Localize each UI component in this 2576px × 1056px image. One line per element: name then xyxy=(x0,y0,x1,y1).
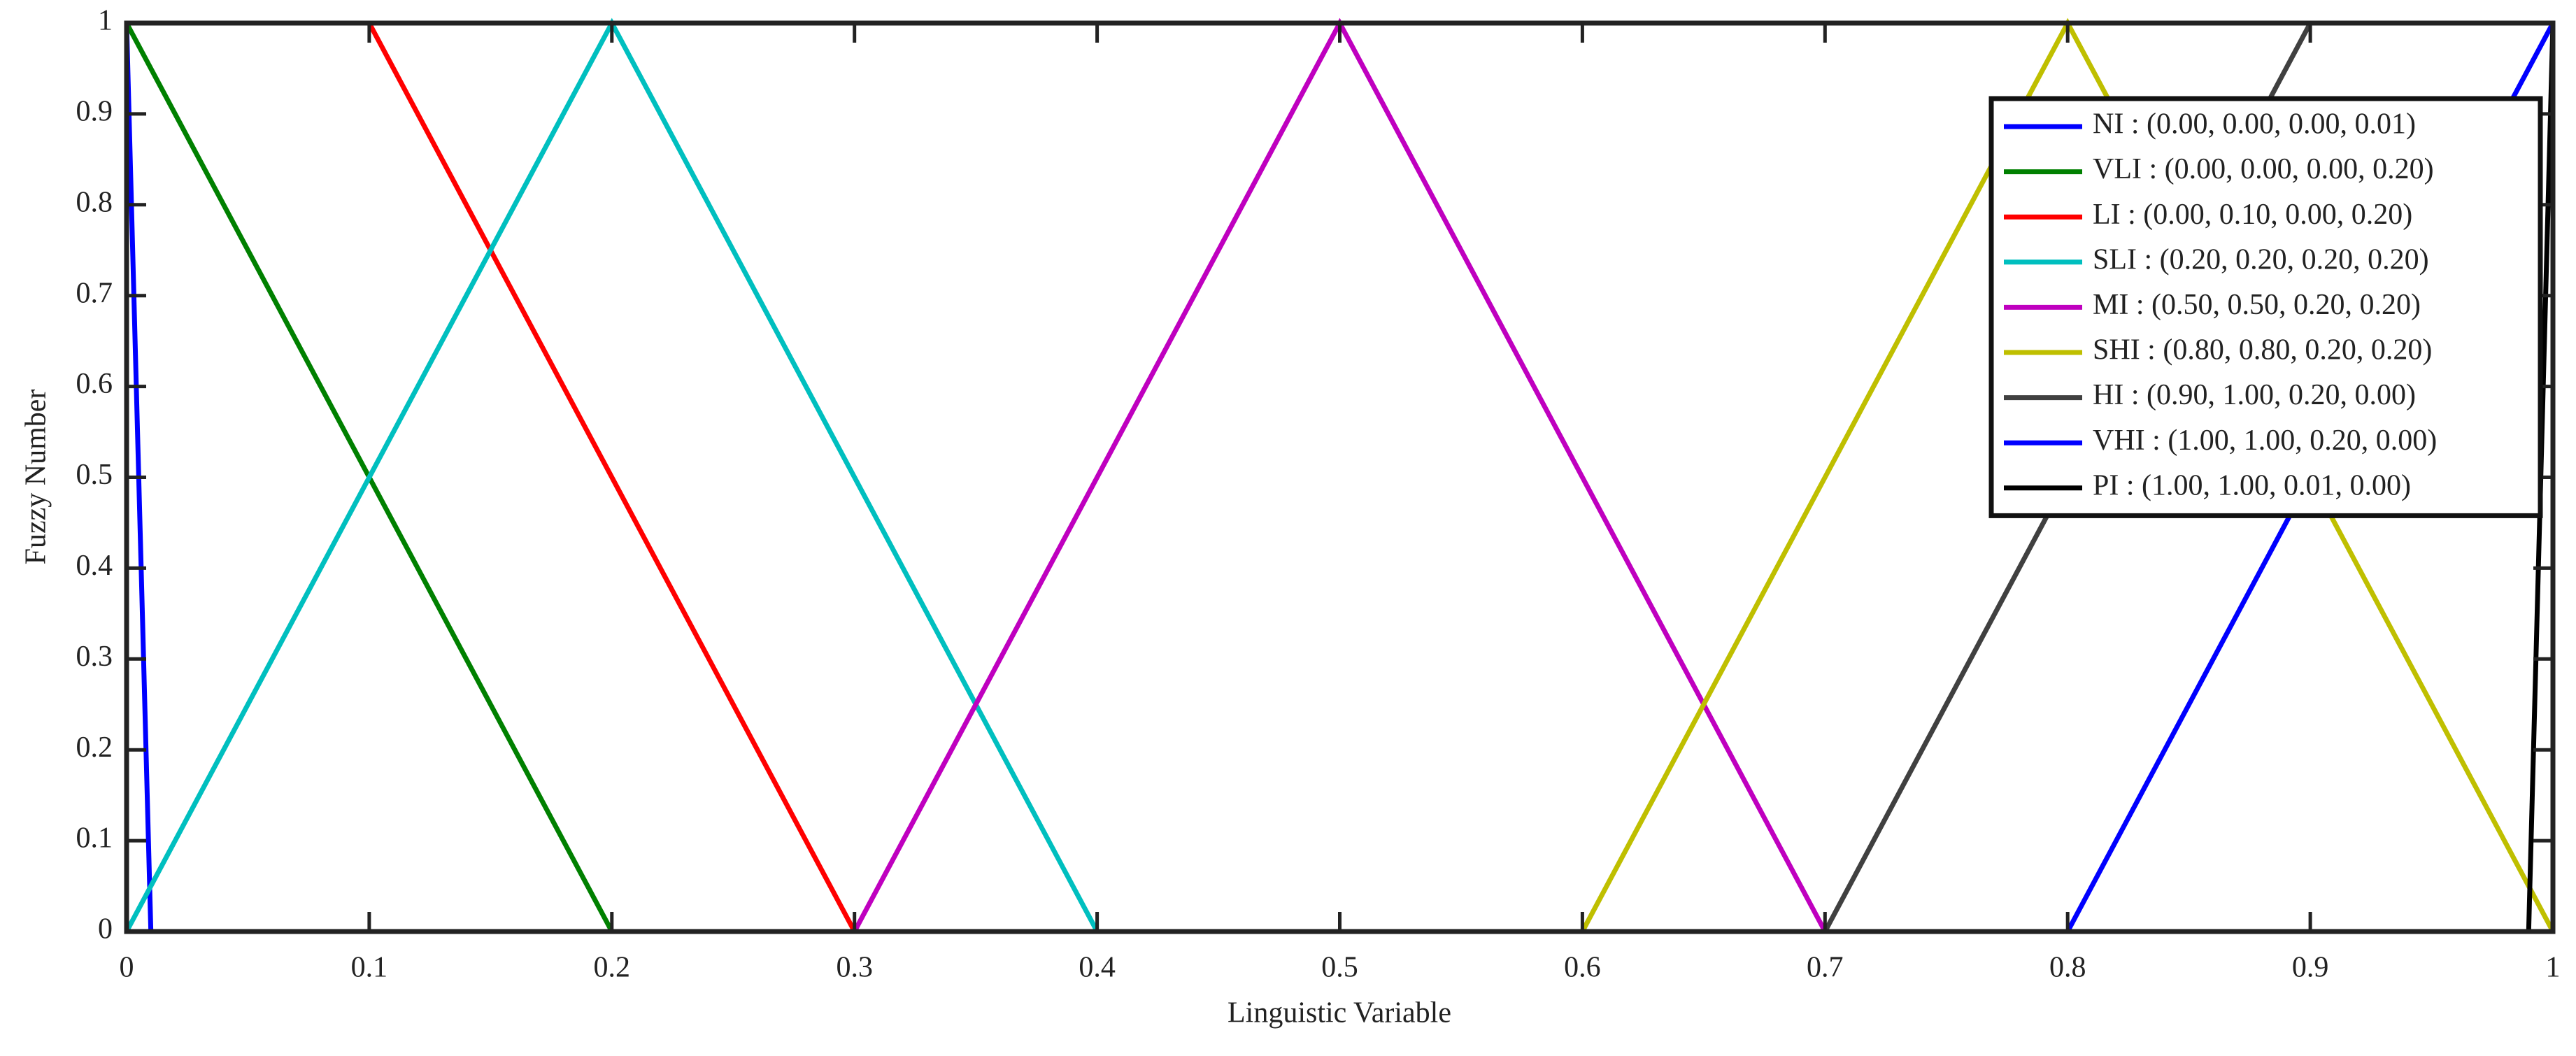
legend-label: NI : (0.00, 0.00, 0.00, 0.01) xyxy=(2093,108,2416,141)
y-tick-label: 0.2 xyxy=(76,732,113,764)
legend-label: SHI : (0.80, 0.80, 0.20, 0.20) xyxy=(2093,334,2432,366)
y-tick-label: 0.1 xyxy=(76,822,113,855)
legend-box xyxy=(1988,96,2543,518)
x-tick-label: 0.2 xyxy=(594,952,631,984)
x-tick-label: 0.4 xyxy=(1079,952,1116,984)
x-tick-label: 0.6 xyxy=(1564,952,1601,984)
y-tick-label: 0.6 xyxy=(76,368,113,400)
legend-label: VHI : (1.00, 1.00, 0.20, 0.00) xyxy=(2093,424,2437,457)
x-tick-label: 0 xyxy=(120,952,134,984)
y-axis-label: Fuzzy Number xyxy=(20,390,52,565)
x-tick-label: 0.9 xyxy=(2292,952,2329,984)
legend-label: PI : (1.00, 1.00, 0.01, 0.00) xyxy=(2093,469,2411,501)
legend: NI : (0.00, 0.00, 0.00, 0.01) VLI : (0.00… xyxy=(1988,96,2543,518)
legend-label: SLI : (0.20, 0.20, 0.20, 0.20) xyxy=(2093,243,2429,276)
x-tick-label: 0.3 xyxy=(836,952,873,984)
y-tick-label: 0 xyxy=(98,913,113,946)
legend-label: LI : (0.00, 0.10, 0.00, 0.20) xyxy=(2093,199,2412,231)
x-tick-label: 0.1 xyxy=(351,952,388,984)
x-axis-label: Linguistic Variable xyxy=(1227,997,1451,1029)
y-tick-label: 0.9 xyxy=(76,96,113,128)
legend-label: MI : (0.50, 0.50, 0.20, 0.20) xyxy=(2093,289,2421,321)
legend-label: VLI : (0.00, 0.00, 0.00, 0.20) xyxy=(2093,153,2434,185)
x-tick-label: 0.5 xyxy=(1321,952,1358,984)
series-line xyxy=(127,20,857,933)
y-tick-label: 0.8 xyxy=(76,186,113,218)
x-tick-label: 0.8 xyxy=(2049,952,2086,984)
y-tick-label: 0.7 xyxy=(76,277,113,309)
x-tick-label: 0.7 xyxy=(1807,952,1844,984)
y-tick-label: 0.5 xyxy=(76,459,113,491)
y-tick-label: 1 xyxy=(98,5,113,37)
legend-label: HI : (0.90, 1.00, 0.20, 0.00) xyxy=(2093,379,2416,411)
series-line xyxy=(852,17,1828,933)
y-tick-label: 0.4 xyxy=(76,550,113,582)
y-tick-label: 0.3 xyxy=(76,641,113,673)
x-tick-label: 1 xyxy=(2546,952,2561,984)
